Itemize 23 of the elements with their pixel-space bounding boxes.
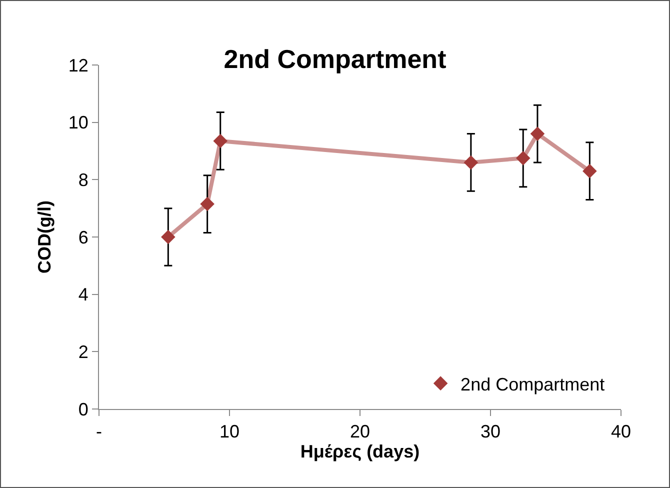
y-tick-label: 12 (68, 55, 88, 76)
x-tick-label: - (96, 422, 102, 442)
point (464, 155, 478, 170)
x-tick-label: 40 (610, 422, 632, 442)
legend-label: 2nd Compartment (460, 374, 605, 394)
x-tick-label: 30 (480, 422, 501, 442)
point (530, 126, 545, 141)
y-tick-label: 2 (78, 342, 88, 362)
y-tick-label: 4 (78, 284, 88, 305)
x-axis-title: Ημέρες (days) (300, 442, 420, 462)
point (582, 164, 597, 178)
x-tick-label: 10 (219, 422, 240, 442)
point (161, 230, 176, 244)
point (200, 196, 214, 212)
point (516, 151, 530, 166)
y-tick-label: 8 (78, 170, 88, 190)
x-tick-label: 20 (350, 422, 370, 442)
y-axis-title: COD(g/l) (34, 200, 55, 274)
y-tick-label: 6 (78, 227, 88, 248)
y-tick-label: 0 (78, 399, 88, 420)
y-tick-label: 10 (68, 112, 88, 133)
chart-title: 2nd Compartment (224, 44, 447, 74)
point (213, 134, 228, 148)
